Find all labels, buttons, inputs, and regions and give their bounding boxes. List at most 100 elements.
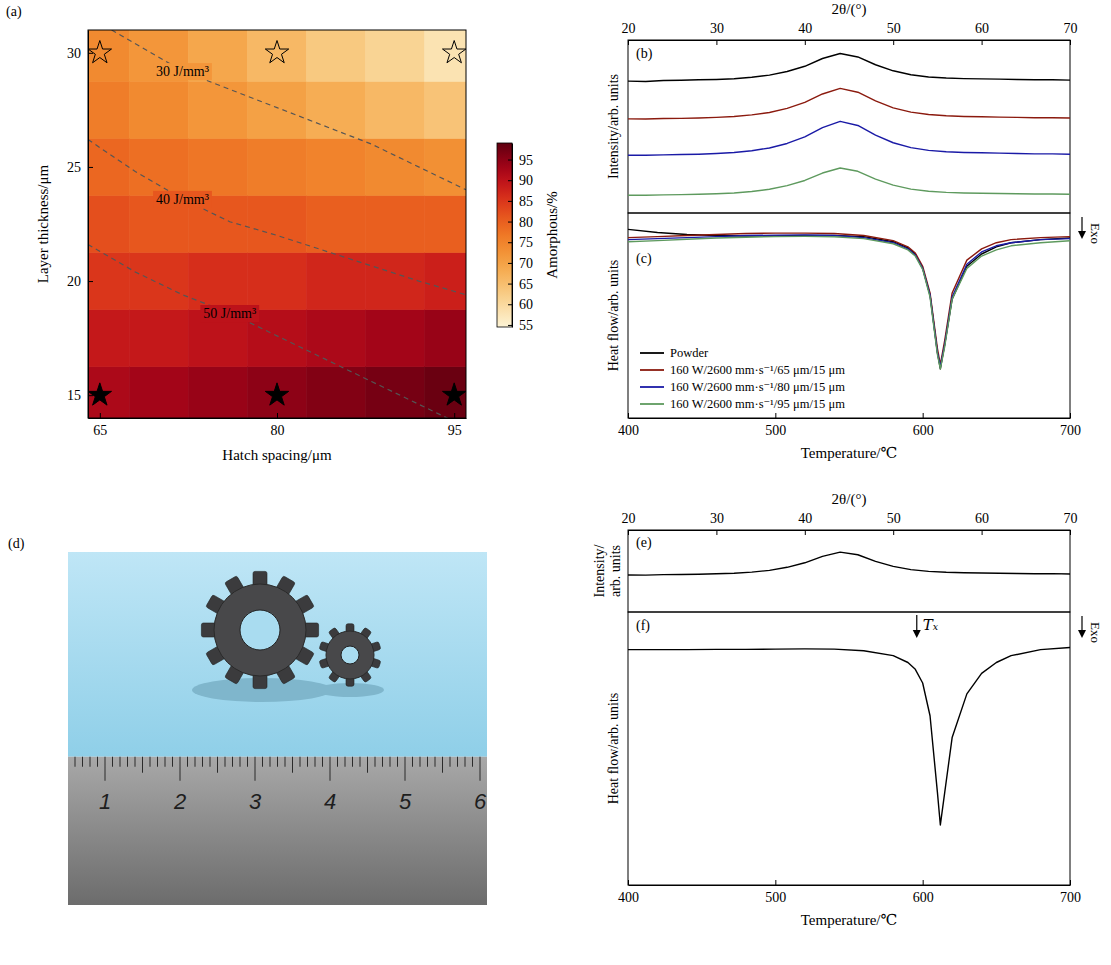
ruler-tick xyxy=(472,757,473,767)
x-axis-title: Hatch spacing/μm xyxy=(222,447,332,463)
photo xyxy=(68,552,487,905)
heat-cell xyxy=(366,195,425,252)
tick: 20 xyxy=(67,274,93,289)
ruler-label: 3 xyxy=(249,789,262,814)
tick: 80 xyxy=(508,215,533,230)
tick: 60 xyxy=(508,297,533,312)
x-axis-title: 2θ/(°) xyxy=(832,1,867,18)
ruler-tick xyxy=(337,757,338,767)
ruler-tick xyxy=(210,757,211,767)
tick: 30 xyxy=(67,46,93,61)
heat-cell xyxy=(129,253,188,310)
tick: 70 xyxy=(508,256,533,271)
ruler-tick xyxy=(427,757,428,767)
legend-label: Powder xyxy=(670,346,709,360)
ruler-tick xyxy=(480,757,481,781)
plot-area xyxy=(628,53,1070,195)
tick: 60 xyxy=(975,511,989,535)
tick-mark xyxy=(805,530,806,535)
panel: 2030405060702θ/(°)Intensity/arb. units(b… xyxy=(606,1,1078,213)
tick-label: 95 xyxy=(448,423,462,438)
axis: 400500600700 xyxy=(618,413,1081,438)
ruler-tick xyxy=(307,757,308,767)
tick: 400 xyxy=(618,413,639,438)
tick: 65 xyxy=(508,277,533,292)
tick-label: 70 xyxy=(1064,511,1078,526)
heat-cell xyxy=(188,138,247,195)
tick-label: 600 xyxy=(913,890,934,905)
tick: 20 xyxy=(622,511,636,535)
heat-cell xyxy=(88,138,129,195)
legend-label: 160 W/2600 mm·s⁻¹/95 μm/15 μm xyxy=(670,397,845,411)
ruler-tick xyxy=(165,757,166,767)
tick: 40 xyxy=(798,21,812,45)
tick-label: 20 xyxy=(622,21,636,36)
panel-label: (a) xyxy=(6,4,22,20)
panel-label: (c) xyxy=(636,251,652,267)
heat-cell xyxy=(366,253,425,310)
arrow-head xyxy=(1078,231,1086,239)
tick: 500 xyxy=(765,880,786,905)
tick-mark xyxy=(508,325,512,326)
tick: 30 xyxy=(710,21,724,45)
heat-cell xyxy=(188,81,247,138)
ruler-tick xyxy=(97,757,98,767)
tick: 90 xyxy=(508,173,533,188)
ruler-tick xyxy=(105,757,106,781)
ruler-tick xyxy=(240,757,241,767)
legend-swatch xyxy=(640,352,664,354)
heat-cell xyxy=(366,81,425,138)
ruler-tick xyxy=(195,757,196,767)
heat-cell xyxy=(247,367,306,418)
tick-label: 50 xyxy=(887,21,901,36)
plot-area xyxy=(628,647,1070,824)
ruler-tick xyxy=(232,757,233,767)
x-axis-title: Temperature/℃ xyxy=(801,912,898,928)
tick-mark xyxy=(893,530,894,535)
tick-label: 400 xyxy=(618,890,639,905)
axis: 400500600700 xyxy=(618,880,1081,905)
contour-line xyxy=(112,30,466,190)
ruler-tick xyxy=(172,757,173,767)
tick-mark xyxy=(628,413,629,418)
y-axis-title: Intensity/arb. units xyxy=(606,74,621,179)
tick-label: 55 xyxy=(519,318,533,333)
axis: 203040506070 xyxy=(622,511,1078,535)
ruler-tick xyxy=(367,757,368,773)
star-marker xyxy=(265,383,288,405)
ruler-tick xyxy=(262,757,263,767)
ruler-tick xyxy=(180,757,181,781)
ruler-tick xyxy=(157,757,158,767)
tick: 20 xyxy=(622,21,636,45)
heat-cell xyxy=(366,30,425,81)
tick-mark xyxy=(508,160,512,161)
heat-cell xyxy=(188,367,247,418)
tick-mark xyxy=(716,530,717,535)
contour-label: 50 J/mm³ xyxy=(203,306,256,321)
data-line xyxy=(628,647,1070,824)
tick-mark xyxy=(508,284,512,285)
tick: 40 xyxy=(798,511,812,535)
heat-cell xyxy=(188,253,247,310)
tick-label: 500 xyxy=(765,890,786,905)
ruler-tick xyxy=(247,757,248,767)
heat-cell xyxy=(307,310,366,367)
panel: 30 J/mm³40 J/mm³50 J/mm³65809515202530Ha… xyxy=(6,4,560,463)
tick-label: 400 xyxy=(618,423,639,438)
heat-cell xyxy=(247,81,306,138)
star-marker xyxy=(88,41,111,63)
tick: 95 xyxy=(448,413,462,438)
ruler-tick xyxy=(217,757,218,773)
tick-label: 95 xyxy=(519,153,533,168)
tick-mark xyxy=(508,222,512,223)
data-line xyxy=(628,121,1070,155)
axis: 556065707580859095 xyxy=(508,144,533,333)
colorbar-title: Amorphous/% xyxy=(544,191,560,279)
heat-cell xyxy=(247,195,306,252)
star-marker xyxy=(265,41,288,63)
tick-mark xyxy=(893,40,894,45)
tick-mark xyxy=(775,880,776,885)
tick: 600 xyxy=(913,880,934,905)
ruler-tick xyxy=(465,757,466,767)
legend-swatch xyxy=(640,403,664,405)
